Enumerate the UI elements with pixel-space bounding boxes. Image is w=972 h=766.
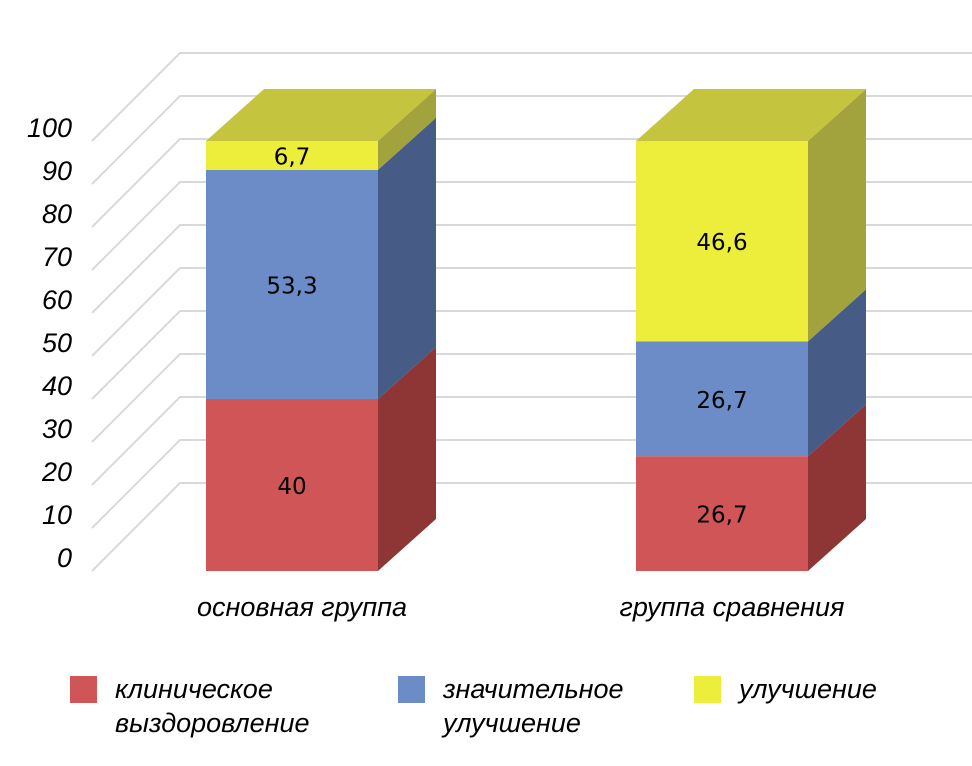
data-label: 46,6 xyxy=(696,230,747,256)
legend-item-significant-improvement: значительное улучшение xyxy=(398,672,624,740)
y-tick-label: 90 xyxy=(42,156,72,186)
bar-side xyxy=(808,89,866,342)
data-label: 40 xyxy=(277,474,306,500)
legend-swatch xyxy=(70,676,97,703)
bar-top xyxy=(636,89,866,141)
legend-item-improvement: улучшение xyxy=(694,672,877,706)
x-category-label: группа сравнения xyxy=(620,592,845,622)
legend-label: улучшение xyxy=(739,674,877,704)
y-tick-label: 50 xyxy=(42,328,72,358)
bar-top xyxy=(206,89,436,141)
legend-swatch xyxy=(694,676,721,703)
bar-side xyxy=(378,89,436,170)
gridline xyxy=(91,52,972,142)
bar-segment xyxy=(206,399,378,571)
bar-segment xyxy=(636,141,808,342)
bar-segment xyxy=(636,341,808,457)
data-label: 53,3 xyxy=(266,273,317,299)
y-tick-label: 70 xyxy=(42,242,72,272)
bar-segment xyxy=(206,169,378,399)
bar-side xyxy=(808,289,866,457)
bar-side xyxy=(378,117,436,399)
y-tick-label: 40 xyxy=(42,371,72,401)
y-tick-label: 30 xyxy=(42,414,72,444)
y-tick-label: 100 xyxy=(27,113,72,143)
legend-label: значительное улучшение xyxy=(443,674,624,738)
bar-side xyxy=(808,404,866,571)
legend-item-clinical-recovery: клиническое выздоровление xyxy=(70,672,310,740)
legend-swatch xyxy=(398,676,425,703)
legend-label: клиническое выздоровление xyxy=(115,674,310,738)
legend: клиническое выздоровление значительное у… xyxy=(60,672,960,752)
data-label: 26,7 xyxy=(696,503,747,529)
bar-segment xyxy=(206,141,378,170)
x-category-label: основная группа xyxy=(197,592,407,622)
y-tick-label: 0 xyxy=(57,543,72,573)
y-tick-label: 80 xyxy=(42,199,72,229)
bar-segment xyxy=(636,456,808,571)
data-label: 26,7 xyxy=(696,388,747,414)
y-tick-label: 60 xyxy=(42,285,72,315)
bar-side xyxy=(378,347,436,571)
y-tick-label: 20 xyxy=(41,457,72,487)
data-label: 6,7 xyxy=(274,144,311,170)
y-tick-label: 10 xyxy=(42,500,72,530)
